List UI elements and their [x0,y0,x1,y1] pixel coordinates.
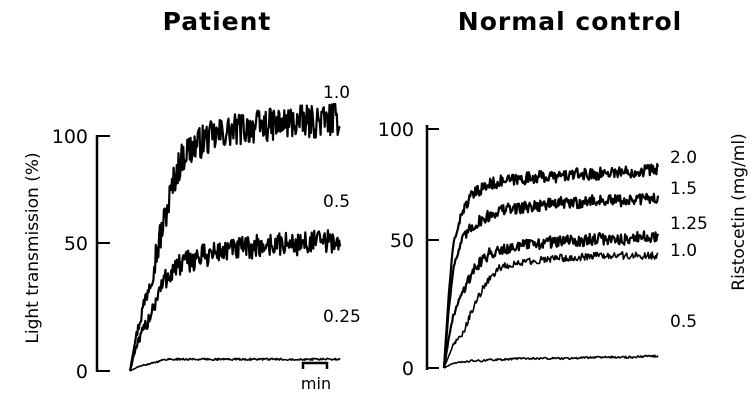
patient-ytick-0: 0 [76,361,88,383]
patient-series-0_25 [129,357,341,372]
control-series-1_0 [443,251,659,369]
control-series-label-2_0: 2.0 [670,148,697,168]
ristocetin-axis-label: Ristocetin (mg/ml) [729,133,749,290]
control-series-label-1_5: 1.5 [670,179,697,199]
scale-bar-label: min [301,374,331,393]
time-scale-bar: min [301,361,331,393]
patient-ytick-50: 50 [64,233,88,255]
control-series-label-0_5: 0.5 [670,312,697,332]
control-title: Normal control [458,7,682,36]
control-ytick-0: 0 [402,358,414,380]
patient-panel: 100 50 0 1.0 0.5 0.25 [52,83,361,383]
patient-series-label-1_0: 1.0 [323,83,350,103]
control-series-label-1_0: 1.0 [670,241,697,261]
scale-bar-line [301,361,329,369]
control-ytick-50: 50 [390,230,414,252]
patient-title: Patient [163,7,272,36]
control-series-1_5 [442,192,660,369]
patient-series-label-0_25: 0.25 [323,307,361,327]
control-series-2_0 [442,163,660,369]
y-axis-label: Light transmission (%) [23,152,43,343]
control-ytick-100: 100 [378,119,414,141]
control-series-1_25 [442,230,660,369]
control-series-0_5 [443,354,659,369]
patient-series-0_5 [128,229,342,372]
patient-series-1_0 [128,102,341,372]
control-series-label-1_25: 1.25 [670,214,708,234]
patient-series-label-0_5: 0.5 [323,192,350,212]
patient-ytick-100: 100 [52,126,88,148]
control-panel: 100 50 0 2.0 1.5 1.25 1.0 0.5 [378,119,708,380]
